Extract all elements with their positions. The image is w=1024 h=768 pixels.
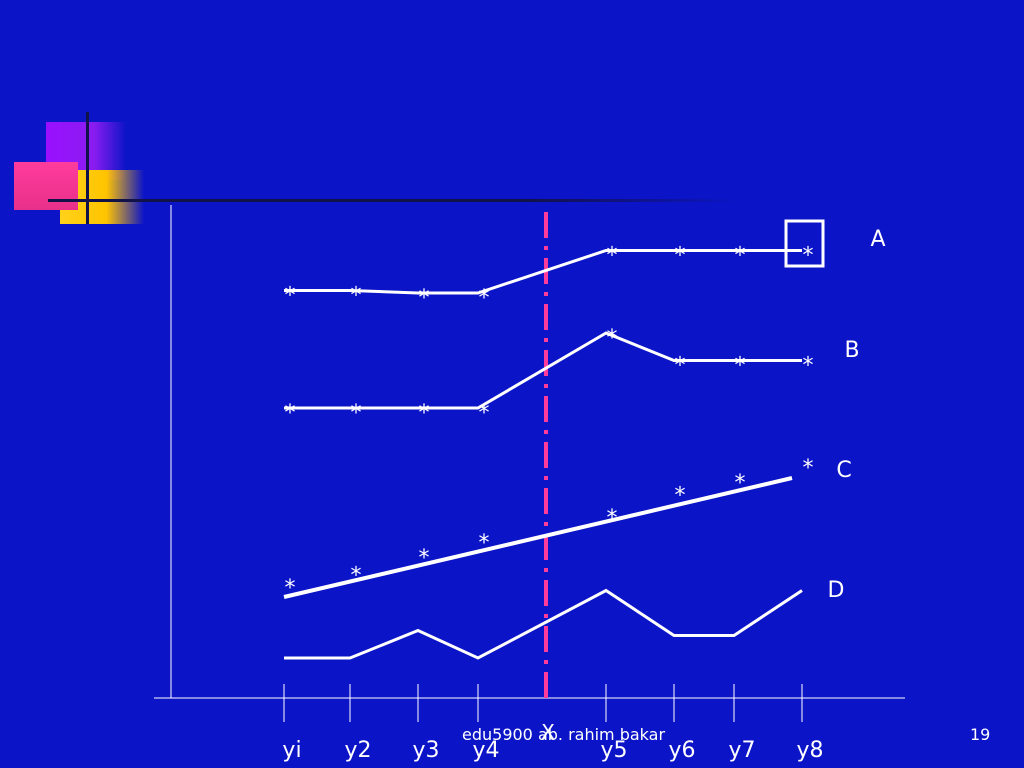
decor-horizontal-line xyxy=(48,199,738,202)
slide-number: 19 xyxy=(970,725,991,744)
tick-label-y5: y5 xyxy=(600,738,627,763)
series-A-label: A xyxy=(870,227,885,252)
tick-label-yi: yi xyxy=(282,738,301,763)
series-C-point-0: * xyxy=(285,576,296,601)
series-C-point-3: * xyxy=(479,531,490,556)
series-B-point-4: * xyxy=(607,326,618,351)
series-C-point-6: * xyxy=(735,471,746,496)
footer-credit: edu5900 ab. rahim bakar xyxy=(462,725,666,744)
series-C-point-1: * xyxy=(351,564,362,589)
series-C-point-2: * xyxy=(419,546,430,571)
series-A-point-4: * xyxy=(607,244,618,269)
series-B-point-2: * xyxy=(419,401,430,426)
tick-label-y3: y3 xyxy=(412,738,439,763)
tick-label-X: X xyxy=(541,720,555,744)
series-C-point-5: * xyxy=(675,484,686,509)
series-A-point-5: * xyxy=(675,244,686,269)
series-D-line xyxy=(284,588,803,660)
tick-label-y8: y8 xyxy=(796,738,823,763)
series-A-point-3: * xyxy=(479,286,490,311)
series-B-point-6: * xyxy=(735,354,746,379)
series-A-point-2: * xyxy=(419,286,430,311)
series-A-point-7: * xyxy=(803,244,814,269)
series-B-line xyxy=(284,331,802,410)
series-C-label: C xyxy=(836,458,851,483)
tick-label-y4: y4 xyxy=(472,738,499,763)
series-A-highlight-box xyxy=(784,219,825,268)
series-B-point-7: * xyxy=(803,354,814,379)
series-B-label: B xyxy=(844,338,859,363)
tick-label-y2: y2 xyxy=(344,738,371,763)
tick-label-y6: y6 xyxy=(668,738,695,763)
series-B-point-3: * xyxy=(479,401,490,426)
series-A-point-0: * xyxy=(285,284,296,309)
series-D-label: D xyxy=(828,578,845,603)
series-B-point-1: * xyxy=(351,401,362,426)
series-B-point-0: * xyxy=(285,401,296,426)
series-A-point-1: * xyxy=(351,284,362,309)
series-C-trend-line xyxy=(283,476,793,599)
series-C-point-7: * xyxy=(803,456,814,481)
series-C-point-4: * xyxy=(607,506,618,531)
decor-vertical-line xyxy=(86,112,89,224)
tick-label-y7: y7 xyxy=(728,738,755,763)
series-A-point-6: * xyxy=(735,244,746,269)
series-B-point-5: * xyxy=(675,354,686,379)
series-A-line xyxy=(284,249,802,295)
decor-pink-square xyxy=(14,162,78,210)
